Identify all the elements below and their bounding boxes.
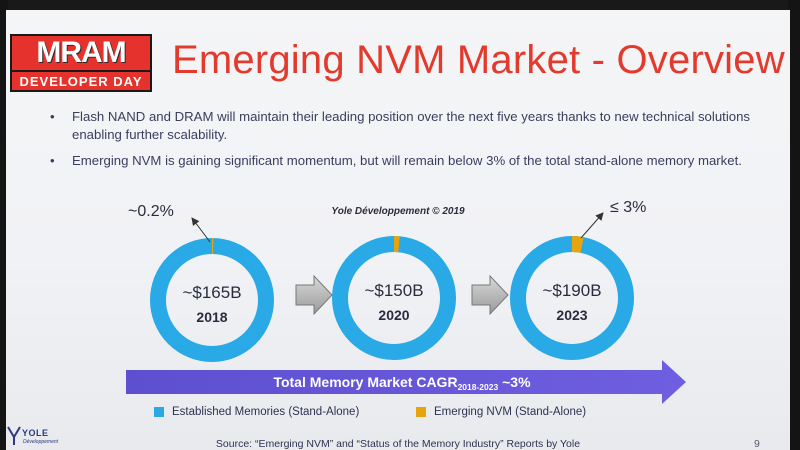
share-label-2023: ≤ 3% — [610, 199, 646, 216]
cagr-label: Total Memory Market CAGR2018-2023 ~3% — [273, 374, 531, 392]
mram-logo: MRAM DEVELOPER DAY — [10, 34, 152, 94]
transition-arrow-2018-2020 — [295, 274, 333, 316]
yole-copyright-watermark: Yole Développement © 2019 — [331, 206, 465, 217]
callout-arrow-2018 — [191, 217, 211, 243]
donut-emerging-segment-2018 — [150, 238, 274, 362]
legend-label-emerging: Emerging NVM (Stand-Alone) — [434, 406, 587, 418]
source-note: Source: “Emerging NVM” and “Status of th… — [215, 438, 581, 450]
legend-established: Established Memories (Stand-Alone) — [154, 406, 359, 418]
share-label-2018: ~0.2% — [128, 203, 174, 220]
market-diagram: ~$165B 2018 ~$150B 2020 ~$190B 2023 ~0.2% ≤ 3… — [126, 199, 686, 404]
logo-developer-day-text: DEVELOPER DAY — [10, 70, 152, 92]
slide: MRAM DEVELOPER DAY Emerging NVM Market -… — [6, 10, 790, 450]
cagr-subscript: 2018-2023 — [458, 382, 499, 392]
page-number: 9 — [754, 438, 760, 450]
donut-year-2023: 2023 — [556, 307, 587, 323]
screen-bezel-right — [788, 0, 800, 450]
cagr-arrow-bar — [126, 360, 686, 404]
legend-swatch-established — [154, 407, 164, 417]
callout-arrow-2023 — [580, 212, 604, 239]
legend-swatch-emerging — [416, 407, 426, 417]
donut-total-2020: ~$150B — [364, 281, 423, 300]
donut-total-2018: ~$165B — [182, 283, 241, 302]
screen-bezel-top — [0, 0, 800, 12]
slide-title: Emerging NVM Market - Overview — [172, 38, 785, 82]
donut-year-2020: 2020 — [378, 307, 409, 323]
donut-2023: ~$190B 2023 — [510, 236, 634, 360]
screen-bezel-left — [0, 0, 8, 450]
donut-total-2023: ~$190B — [542, 281, 601, 300]
cagr-prefix: Total Memory Market CAGR — [273, 374, 457, 390]
donut-2018: ~$165B 2018 — [150, 238, 274, 362]
transition-arrow-2020-2023 — [471, 274, 509, 316]
yole-logo-text: YOLE — [22, 428, 49, 438]
logo-mram-text: MRAM — [10, 34, 152, 70]
bullet-item: Flash NAND and DRAM will maintain their … — [46, 108, 776, 144]
bullet-list: Flash NAND and DRAM will maintain their … — [46, 108, 776, 178]
donut-2020: ~$150B 2020 — [332, 236, 456, 360]
yole-logo-subtext: Développement — [23, 439, 59, 445]
donut-emerging-segment-2020 — [332, 236, 456, 360]
donut-emerging-segment-2023 — [510, 236, 634, 360]
donut-year-2018: 2018 — [196, 309, 227, 325]
bullet-item: Emerging NVM is gaining significant mome… — [46, 152, 776, 170]
cagr-value: ~3% — [498, 374, 531, 390]
yole-logo — [6, 425, 56, 450]
legend-emerging: Emerging NVM (Stand-Alone) — [416, 406, 586, 418]
legend-label-established: Established Memories (Stand-Alone) — [172, 406, 360, 418]
